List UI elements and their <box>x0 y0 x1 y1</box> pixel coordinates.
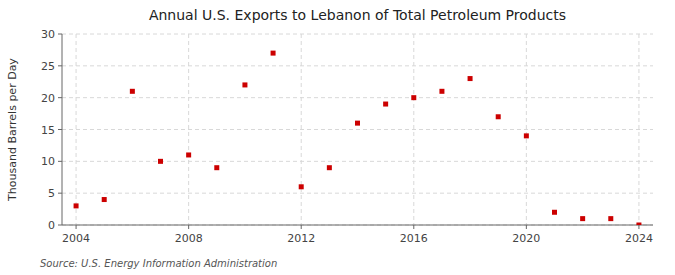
y-tick-label: 0 <box>48 219 55 232</box>
y-tick-label: 10 <box>41 155 55 168</box>
grid-line <box>638 34 639 225</box>
x-tick <box>413 225 414 229</box>
x-tick-label: 2008 <box>175 232 203 245</box>
x-tick-label: 2012 <box>287 232 315 245</box>
x-tick-label: 2016 <box>400 232 428 245</box>
y-tick <box>58 65 62 66</box>
y-tick <box>58 225 62 226</box>
grid-line <box>62 34 653 35</box>
point <box>186 152 191 157</box>
y-tick <box>58 129 62 130</box>
x-tick-label: 2024 <box>625 232 653 245</box>
y-tick-label: 20 <box>41 92 55 105</box>
y-tick-label: 5 <box>48 187 55 200</box>
point <box>299 184 304 189</box>
grid-line <box>301 34 302 225</box>
grid-line <box>413 34 414 225</box>
x-tick-label: 2004 <box>62 232 90 245</box>
point <box>411 95 416 100</box>
title: Annual U.S. Exports to Lebanon of Total … <box>149 7 566 23</box>
y-tick-label: 15 <box>41 124 55 137</box>
point <box>580 216 585 221</box>
point <box>102 197 107 202</box>
grid-line <box>62 129 653 130</box>
grid <box>62 34 653 225</box>
point <box>74 203 79 208</box>
point <box>636 223 641 226</box>
grid-line <box>76 34 77 225</box>
point <box>524 133 529 138</box>
grid-line <box>526 34 527 225</box>
x-tick <box>188 225 189 229</box>
grid-line <box>62 65 653 66</box>
point <box>552 210 557 215</box>
point <box>130 89 135 94</box>
point <box>496 114 501 119</box>
point <box>158 159 163 164</box>
chart: 2004 2008 2012 2016 2020 2024 0 5 10 15 20 25 30 Annu… <box>0 0 675 275</box>
grid-line <box>62 161 653 162</box>
source-note: Source: U.S. Energy Information Administ… <box>40 258 277 269</box>
y-tick <box>58 34 62 35</box>
y-tick-label: 25 <box>41 60 55 73</box>
point <box>327 165 332 170</box>
x-axis-line <box>62 225 653 226</box>
x-tick-label: 2020 <box>512 232 540 245</box>
grid-line <box>188 34 189 225</box>
grid-line <box>62 97 653 98</box>
grid-line <box>62 193 653 194</box>
x-tick <box>526 225 527 229</box>
point <box>214 165 219 170</box>
x-tick <box>76 225 77 229</box>
x-tick <box>301 225 302 229</box>
y-tick <box>58 193 62 194</box>
point <box>439 89 444 94</box>
points <box>74 51 642 225</box>
point <box>608 216 613 221</box>
point <box>242 82 247 87</box>
point <box>383 102 388 107</box>
ticks: 2004 2008 2012 2016 2020 2024 0 5 10 15 20 25 30 <box>41 28 653 245</box>
point <box>355 121 360 126</box>
point <box>468 76 473 81</box>
y-axis-label: Thousand Barrels per Day <box>6 58 19 202</box>
x-tick <box>638 225 639 229</box>
point <box>271 51 276 56</box>
grid-line <box>62 225 653 226</box>
y-tick-label: 30 <box>41 28 55 41</box>
y-tick <box>58 161 62 162</box>
y-tick <box>58 97 62 98</box>
